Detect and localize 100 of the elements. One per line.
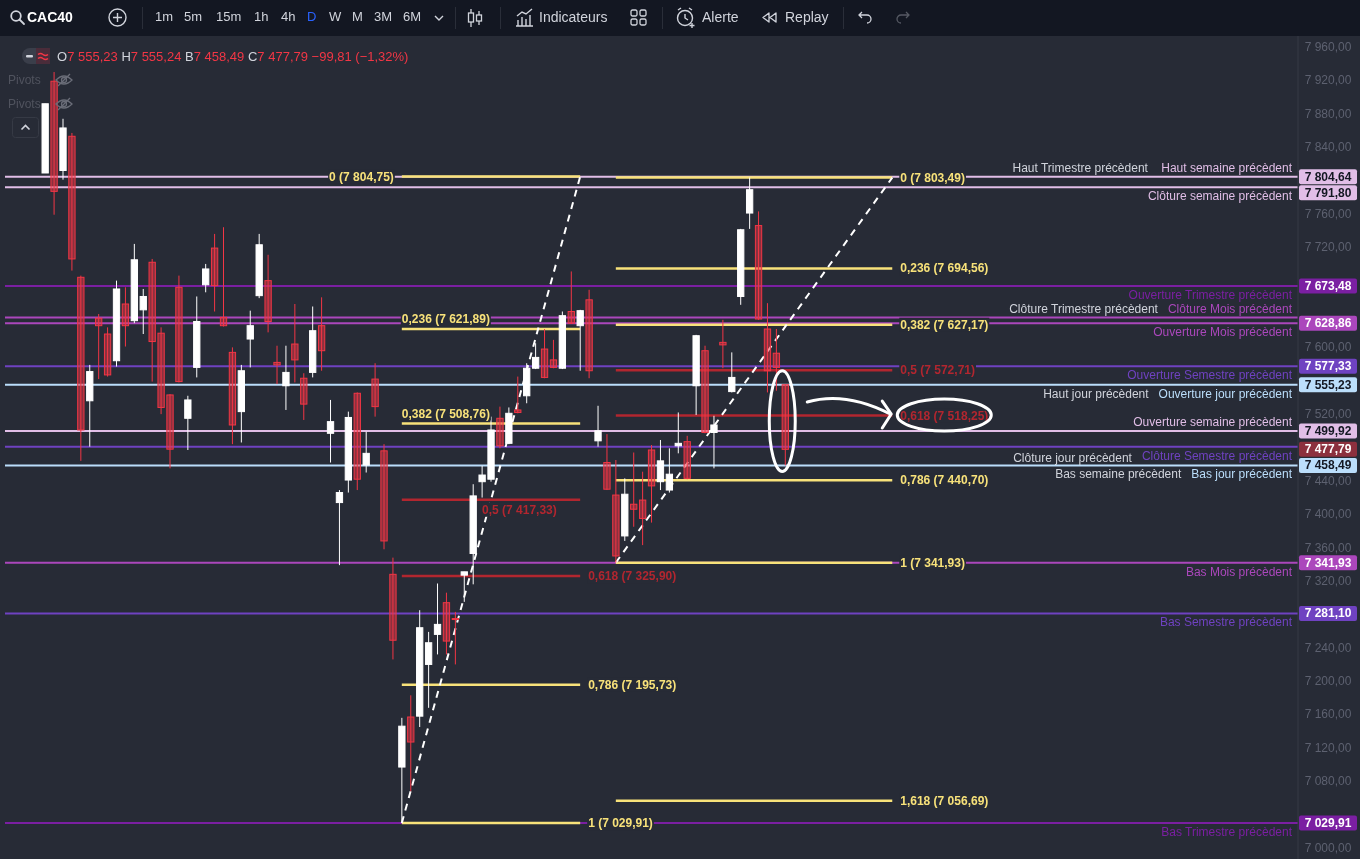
- candlestick: [210, 233, 219, 312]
- y-tick-label: 7 400,00: [1304, 507, 1352, 522]
- text: Indicateurs: [539, 9, 608, 25]
- ref-line-label: Ouverture semaine précèdent: [1133, 414, 1293, 429]
- candlestick: [647, 444, 656, 524]
- candlestick: [772, 328, 781, 392]
- series-label: 0,786 (7 195,73): [588, 677, 677, 692]
- candlestick: [451, 611, 460, 665]
- candlestick: [612, 459, 620, 564]
- y-tick-label: 7 499,92: [1304, 423, 1352, 438]
- candlestick: [763, 302, 772, 393]
- series-label: 0,5 (7 572,71): [900, 363, 975, 378]
- candlestick: [630, 452, 638, 528]
- candlestick: [121, 286, 130, 348]
- candlestick: [585, 289, 593, 379]
- text: 1h: [254, 9, 269, 25]
- series-label: 0,5 (7 417,33): [482, 502, 557, 517]
- text: Alerte: [702, 9, 739, 25]
- candlestick: [567, 270, 575, 325]
- candlestick: [665, 447, 674, 494]
- candlestick: [710, 415, 718, 469]
- annotation: Haut jour précèdent: [1043, 386, 1150, 401]
- candlestick: [781, 384, 789, 466]
- text: 5m: [184, 9, 203, 25]
- y-tick-label: 7 000,00: [1304, 840, 1352, 855]
- y-tick-label: 7 804,64: [1304, 169, 1352, 184]
- y-tick-label: 7 840,00: [1304, 140, 1352, 155]
- ref-line-label: Clôture semaine précèdent: [1147, 189, 1293, 204]
- candlestick: [407, 694, 415, 792]
- candlestick: [291, 303, 299, 383]
- candlestick: [335, 489, 344, 566]
- candlestick: [371, 362, 379, 418]
- y-tick-label: 7 760,00: [1304, 206, 1352, 221]
- ref-line-label: Clôture Mois précèdent: [1167, 301, 1293, 316]
- y-tick-label: 7 080,00: [1304, 774, 1352, 789]
- candlestick: [300, 372, 308, 421]
- candlestick: [103, 326, 112, 378]
- series-label: 1 (7 029,91): [588, 816, 653, 831]
- series-label: 0,618 (7 518,25): [900, 408, 989, 423]
- y-tick-label: 7 720,00: [1304, 240, 1352, 255]
- y-tick-label: 7 600,00: [1304, 340, 1352, 355]
- annotation: Bas semaine précèdent: [1055, 467, 1182, 482]
- y-tick-label: 7 440,00: [1304, 473, 1352, 488]
- candlestick: [264, 254, 272, 333]
- y-tick-label: 7 673,48: [1304, 279, 1352, 294]
- candlestick: [166, 393, 174, 469]
- ref-line-label: Ouverture Mois précèdent: [1153, 325, 1293, 340]
- candlestick: [380, 443, 388, 550]
- y-tick-label: 7 477,79: [1304, 442, 1352, 457]
- candlestick: [701, 345, 709, 434]
- ref-line-label: Bas Semestre précèdent: [1159, 615, 1293, 630]
- candlestick: [202, 263, 210, 293]
- y-tick-label: 7 791,80: [1304, 185, 1352, 200]
- y-tick-label: 7 577,33: [1304, 359, 1352, 374]
- y-tick-label: 7 880,00: [1304, 106, 1352, 121]
- ref-line-label: Haut semaine précèdent: [1161, 160, 1293, 175]
- candlestick: [273, 345, 281, 385]
- text: 15m: [216, 9, 242, 25]
- candlestick: [656, 439, 665, 491]
- ref-line-label: Ouverture Trimestre précèdent: [1128, 288, 1293, 303]
- candlestick: [68, 132, 76, 272]
- candlestick: [353, 391, 361, 491]
- y-tick-label: 7 628,86: [1304, 316, 1352, 331]
- series-label: 0 (7 804,75): [329, 169, 394, 184]
- series-label: 0 (7 803,49): [900, 170, 965, 185]
- candlestick: [148, 258, 156, 383]
- text: 1m: [155, 9, 174, 25]
- y-tick-label: 7 458,49: [1304, 458, 1352, 473]
- text: 3M: [374, 9, 393, 25]
- y-tick-label: 7 160,00: [1304, 707, 1352, 722]
- text: W: [329, 9, 342, 25]
- series-label: 0,786 (7 440,70): [900, 473, 989, 488]
- candlestick: [317, 296, 326, 372]
- text: O7 555,23 H7 555,24 B7 458,49 C7 477,79 −99,81 (−1,32%): [57, 49, 409, 64]
- y-tick-label: 7 360,00: [1304, 540, 1352, 555]
- candlestick: [282, 345, 290, 411]
- y-tick-label: 7 120,00: [1304, 740, 1352, 755]
- ref-line-label: Bas jour précèdent: [1191, 467, 1293, 482]
- candlestick: [246, 310, 254, 368]
- candlestick: [576, 309, 584, 372]
- ref-line-label: Clôture Semestre précèdent: [1141, 448, 1293, 463]
- y-tick-label: 7 240,00: [1304, 640, 1352, 655]
- candlestick: [594, 405, 602, 448]
- y-tick-label: 7 320,00: [1304, 574, 1352, 588]
- candlestick: [50, 71, 58, 216]
- candlestick: [496, 406, 504, 449]
- annotation: Haut Trimestre précèdent: [1012, 160, 1149, 175]
- candlestick: [728, 351, 736, 393]
- ref-line-label: Ouverture Semestre précèdent: [1127, 368, 1293, 383]
- series-label: 0,382 (7 508,76): [401, 406, 490, 421]
- candlestick: [754, 210, 763, 321]
- candlestick: [157, 326, 165, 415]
- text: D: [307, 9, 317, 25]
- series-label: 0,236 (7 694,56): [900, 261, 989, 276]
- y-tick-label: 7 341,93: [1304, 555, 1352, 570]
- ref-line-label: Bas Mois précèdent: [1185, 564, 1293, 579]
- text: 6M: [403, 9, 422, 25]
- candlestick: [433, 583, 442, 655]
- chart-title: CAC40: [27, 9, 73, 26]
- candlestick: [326, 399, 335, 464]
